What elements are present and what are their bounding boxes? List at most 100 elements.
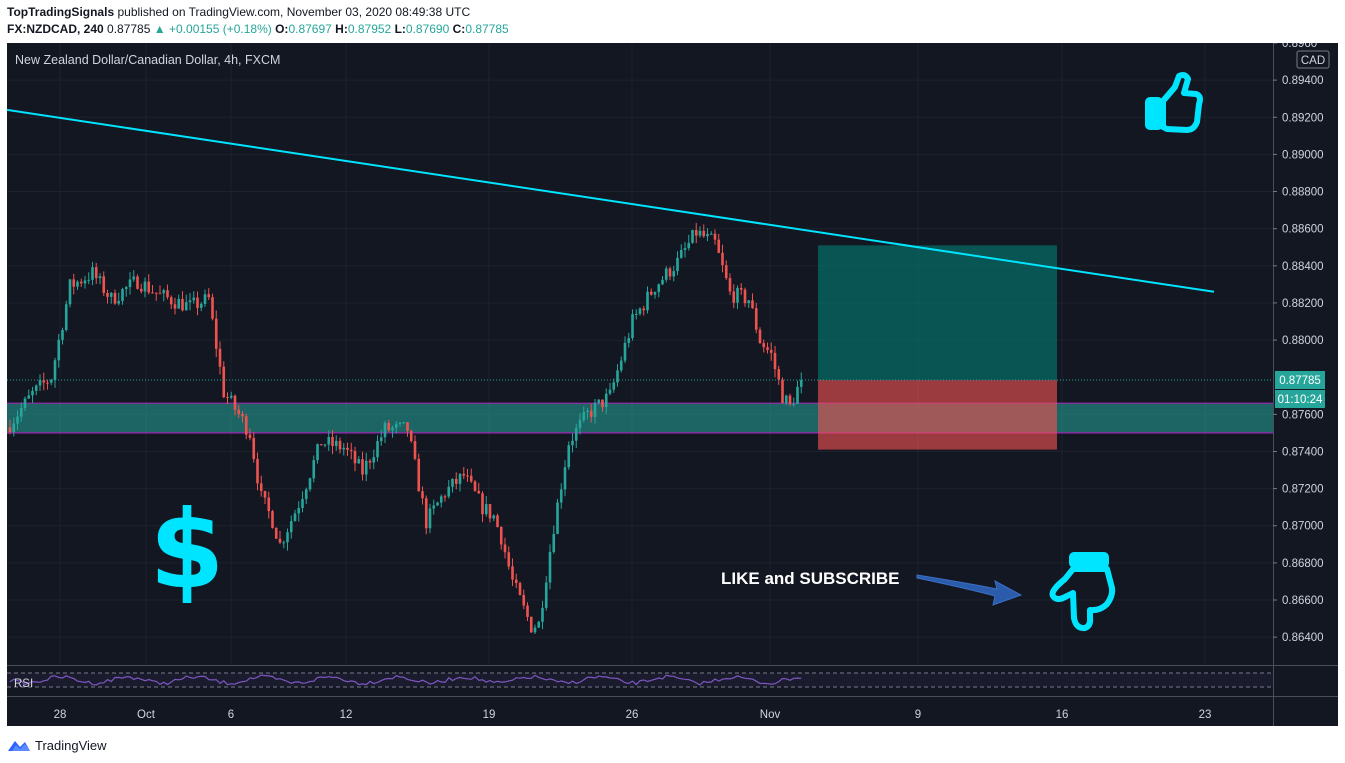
candle-body — [8, 427, 12, 432]
candle — [64, 300, 68, 332]
currency-label: CAD — [1301, 55, 1325, 67]
candle — [424, 495, 428, 535]
candle-body — [484, 504, 488, 515]
candle-body — [12, 423, 16, 432]
candle-body — [349, 449, 353, 451]
candle-body — [188, 300, 192, 303]
candle — [454, 472, 458, 490]
candle-body — [582, 412, 586, 421]
change-value: +0.00155 (+0.18%) — [169, 22, 272, 36]
candle — [428, 503, 432, 534]
candle — [769, 342, 773, 361]
support-zone — [7, 402, 1273, 434]
rsi-pane[interactable]: RSI — [7, 665, 1338, 697]
candle — [514, 573, 518, 589]
candle — [203, 289, 207, 307]
candle-body — [631, 314, 634, 338]
candle — [293, 509, 297, 522]
candle-body — [42, 380, 46, 383]
candle-body — [481, 493, 484, 515]
long-position-tool[interactable] — [818, 245, 1057, 450]
candle — [237, 404, 241, 419]
candle — [709, 231, 713, 235]
candle-body — [601, 399, 604, 408]
time-tick-label: 16 — [1056, 709, 1069, 721]
trendline[interactable] — [7, 108, 1215, 293]
candle-body — [91, 267, 94, 280]
candle — [619, 356, 623, 373]
candle — [27, 389, 31, 399]
candle-body — [233, 395, 237, 410]
candle — [544, 576, 548, 611]
candle-body — [511, 566, 514, 580]
candle — [559, 483, 563, 509]
candle — [218, 341, 222, 375]
tradingview-footer[interactable]: TradingView — [7, 736, 107, 754]
candle — [196, 291, 199, 316]
candle — [529, 616, 533, 633]
candle-body — [173, 304, 177, 309]
candle — [507, 546, 511, 570]
candle-body — [608, 389, 612, 394]
candle — [256, 452, 259, 491]
candle-body — [229, 395, 233, 398]
candle — [796, 380, 799, 405]
candle-body — [642, 308, 646, 311]
candle — [477, 482, 481, 494]
last-price-line: 0.87785 01:10:24 — [7, 370, 1325, 408]
price-chart[interactable]: 0.87785 01:10:24 New Zealand Dollar/Canad… — [7, 43, 1338, 726]
candle-body — [398, 422, 402, 424]
candle-body — [559, 489, 563, 503]
candle — [481, 491, 484, 523]
candle — [563, 460, 567, 497]
candle-body — [417, 458, 421, 492]
candle-body — [574, 428, 578, 441]
candle — [473, 480, 477, 492]
candle-body — [16, 416, 19, 424]
candle — [503, 537, 507, 559]
candle-body — [458, 473, 462, 484]
candle — [736, 285, 739, 309]
candle — [788, 393, 792, 407]
candle — [334, 435, 338, 451]
last-price-label: 0.87785 — [1279, 375, 1321, 387]
candle-body — [53, 360, 57, 381]
candle — [724, 260, 728, 280]
candle-body — [184, 302, 188, 311]
candle — [691, 229, 694, 244]
candle-body — [387, 422, 391, 431]
chart-area[interactable]: 0.87785 01:10:24 New Zealand Dollar/Canad… — [7, 43, 1338, 726]
candle — [706, 228, 709, 242]
candle — [278, 530, 282, 545]
price-axis[interactable]: 0.89400 0.89200 0.89000 0.88800 0.88600 0.884… — [1273, 43, 1330, 726]
candle — [766, 342, 769, 354]
candle — [792, 397, 796, 407]
candle-body — [616, 370, 619, 383]
candle — [286, 528, 289, 551]
candle — [717, 233, 721, 254]
candle — [657, 283, 661, 298]
candle — [259, 475, 263, 497]
candle-body — [308, 478, 312, 490]
candle — [143, 277, 147, 298]
candle-body — [19, 408, 23, 417]
high-label: H: — [335, 22, 348, 36]
time-axis[interactable]: 28 Oct 6 12 19 26 Nov 9 16 23 — [54, 709, 1212, 721]
candle-body — [68, 279, 72, 305]
candle-body — [754, 308, 758, 330]
candle — [192, 291, 196, 304]
candle-body — [72, 279, 76, 287]
price-tick-label: 0.89200 — [1282, 112, 1324, 124]
candle — [102, 271, 106, 296]
candle-body — [124, 287, 128, 290]
candle-body — [567, 445, 571, 468]
candle-body — [428, 508, 432, 529]
candle — [492, 514, 496, 522]
candle-body — [353, 450, 357, 464]
candle — [94, 262, 98, 284]
candle-body — [23, 398, 27, 409]
candle — [91, 261, 94, 286]
candle-body — [529, 616, 533, 633]
candle — [597, 399, 601, 405]
publisher-name[interactable]: TopTradingSignals — [7, 5, 115, 19]
